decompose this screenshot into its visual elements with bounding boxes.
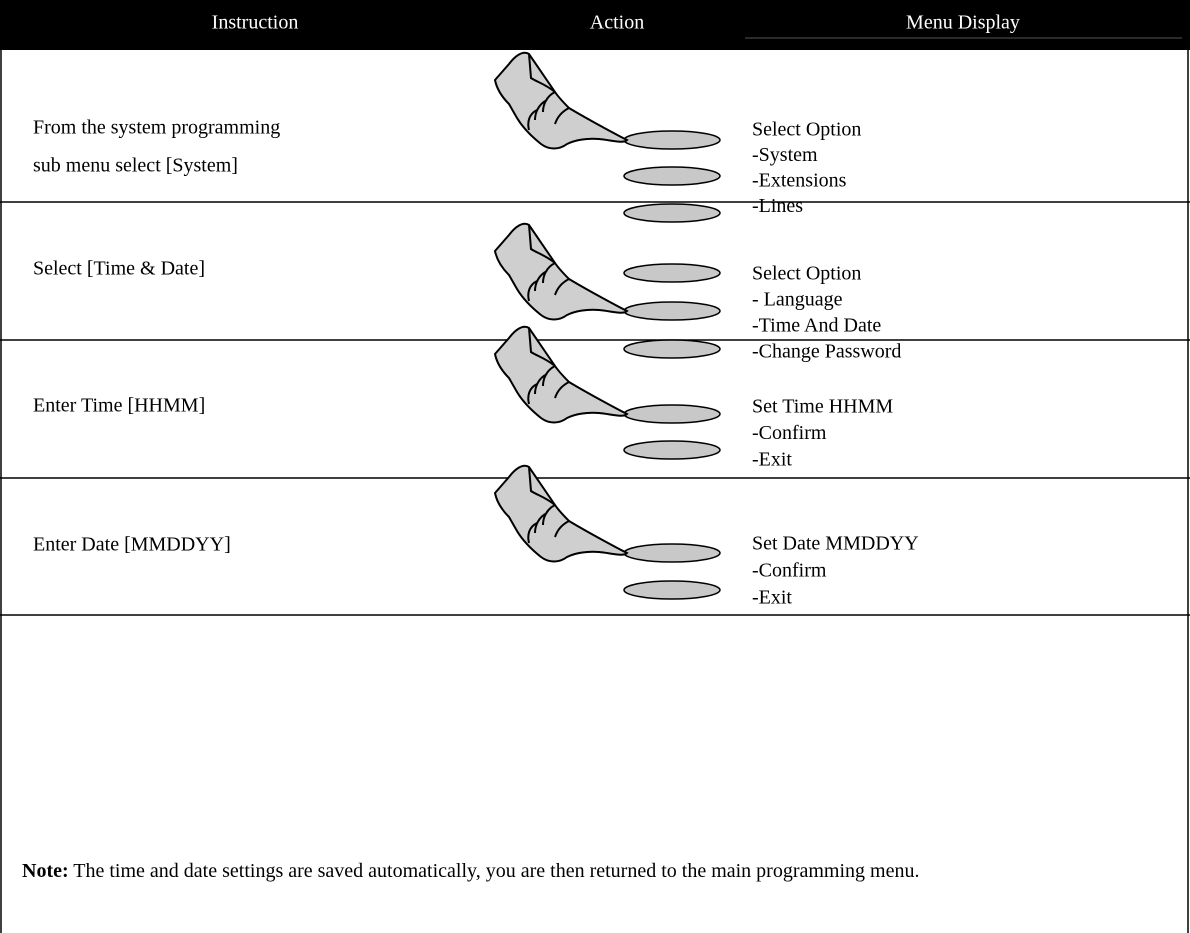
menu-line: - Language [752,289,843,311]
instruction-text: sub menu select [System] [33,155,238,177]
pointing-hand [493,325,629,424]
menu-line: -Confirm [752,422,827,444]
hand-outline [493,222,629,321]
menu-line: -System [752,144,818,166]
hand-outline [493,464,629,563]
key-button [623,580,721,600]
instruction-text: Enter Date [MMDDYY] [33,534,231,556]
menu-line: Set Time HHMM [752,396,893,418]
key-button [623,404,721,424]
menu-line: -Change Password [752,341,901,363]
key-button [623,543,721,563]
hand-knuckles [527,466,570,544]
key-button [623,130,721,150]
note: Note: The time and date settings are sav… [22,858,1042,884]
menu-line: -Confirm [752,560,827,582]
hand-outline [493,51,629,150]
key-button [623,339,721,359]
menu-line: -Extensions [752,170,847,192]
key-button [623,301,721,321]
key-button [623,440,721,460]
hand-knuckles [527,327,570,405]
menu-line: -Time And Date [752,315,881,337]
key-button [623,166,721,186]
hand-knuckles [527,224,570,302]
key-button [623,203,721,223]
instruction-text: Select [Time & Date] [33,258,205,280]
instruction-text: Enter Time [HHMM] [33,395,205,417]
instruction-text: From the system programming [33,117,280,139]
pointing-hand [493,51,629,150]
pointing-hand [493,222,629,321]
pointing-hand [493,464,629,563]
menu-line: Set Date MMDDYY [752,533,919,555]
hand-knuckles [527,53,570,131]
menu-line: Select Option [752,263,861,285]
hand-outline [493,325,629,424]
menu-line: -Exit [752,449,792,471]
menu-line: -Exit [752,587,792,609]
column-header: Instruction [212,12,299,34]
key-button [623,263,721,283]
note-text: The time and date settings are saved aut… [73,860,920,882]
menu-line: Select Option [752,119,861,141]
note-label: Note: [22,860,69,882]
column-header: Action [590,12,644,34]
column-header: Menu Display [906,12,1020,34]
menu-line: -Lines [752,195,803,217]
header-bar [0,0,1190,50]
